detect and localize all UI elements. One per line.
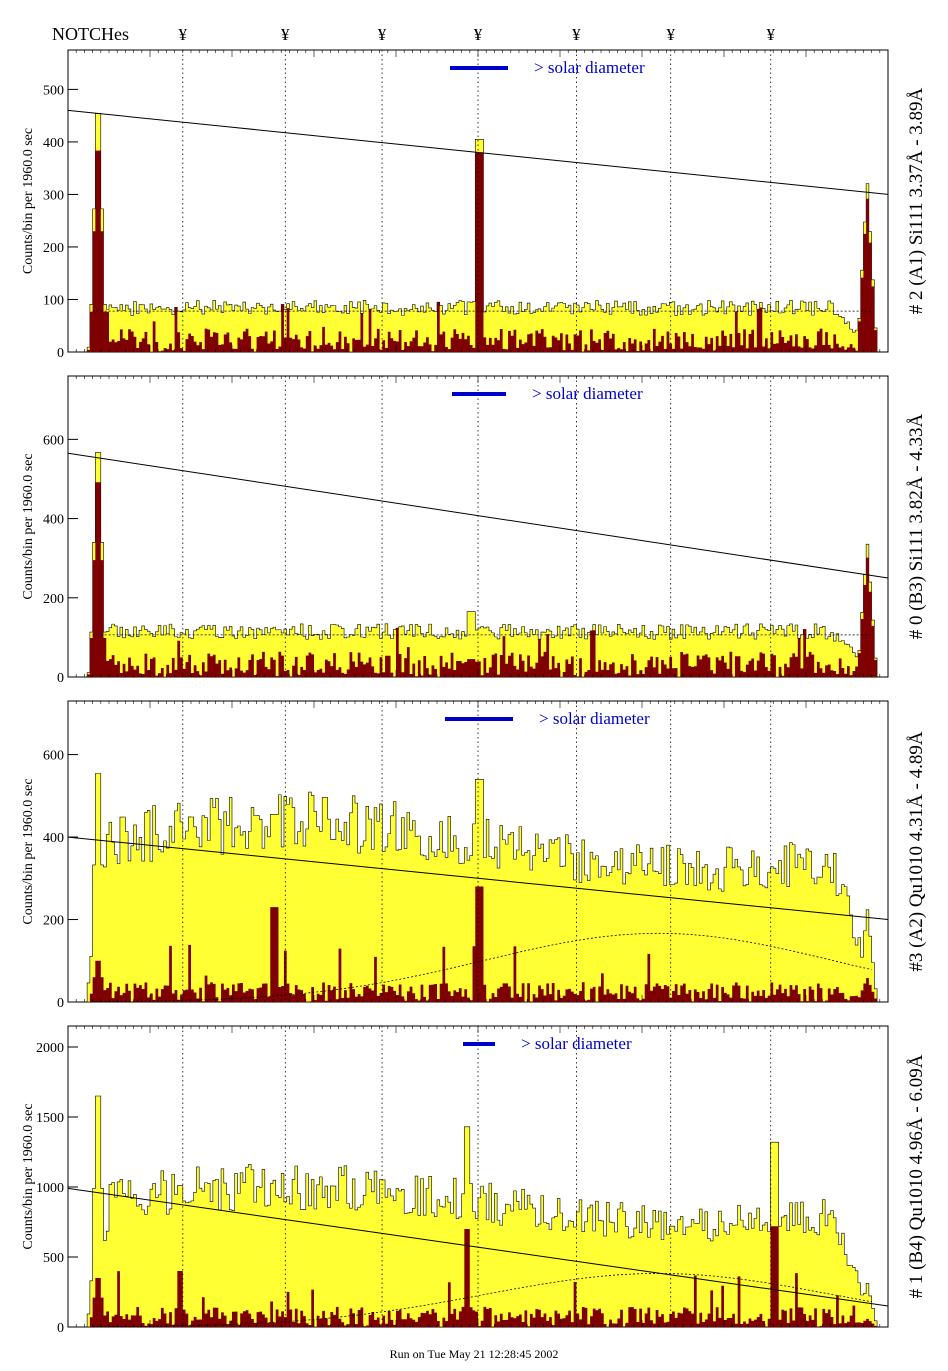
solar-diameter-label: > solar diameter	[539, 709, 650, 728]
y-tick-label: 400	[43, 136, 64, 151]
y-tick-label: 2000	[36, 1041, 64, 1056]
line-counts-histogram	[68, 482, 888, 677]
notch-marker: ¥	[572, 25, 581, 44]
notch-marks: ¥ ¥ ¥ ¥ ¥ ¥ ¥	[179, 25, 776, 44]
panel-label: #3 (A2) Qu1010 4.31Å - 4.89Å	[906, 731, 927, 971]
y-axis-label: Counts/bin per 1960.0 sec	[21, 1103, 36, 1249]
y-tick-label: 0	[57, 346, 64, 361]
y-tick-label: 400	[43, 513, 64, 528]
notches-label: NOTCHes	[52, 24, 129, 44]
y-axis-label: Counts/bin per 1960.0 sec	[21, 453, 36, 599]
solar-diameter-label: > solar diameter	[521, 1034, 632, 1053]
y-tick-label: 100	[43, 293, 64, 308]
background-curve	[92, 1273, 872, 1328]
y-tick-label: 300	[43, 188, 64, 203]
y-tick-label: 1000	[36, 1181, 64, 1196]
solar-diameter-label: > solar diameter	[534, 58, 645, 77]
y-tick-label: 0	[57, 1321, 64, 1336]
panel-label: # 0 (B3) Si111 3.82Å - 4.33Å	[906, 413, 927, 639]
panel-1: 0 200 400 600 Counts/bin per 1960.0 sec # 0 (…	[21, 375, 927, 686]
notch-marker: ¥	[179, 25, 188, 44]
y-tick-label: 400	[43, 831, 64, 846]
y-tick-label: 0	[57, 996, 64, 1011]
y-tick-label: 1500	[36, 1111, 64, 1126]
notch-marker: ¥	[378, 25, 387, 44]
notch-marker: ¥	[666, 25, 675, 44]
effective-area-line	[67, 109, 889, 195]
y-axis-label: Counts/bin per 1960.0 sec	[21, 128, 36, 274]
panel-label: # 1 (B4) Qu1010 4.96Å - 6.09Å	[906, 1054, 927, 1298]
total-counts-histogram	[68, 452, 888, 678]
panel-3: 0 500 1000 1500 2000 Counts/bin per 1960.0 se…	[21, 1025, 927, 1336]
y-axis-label: Counts/bin per 1960.0 sec	[21, 778, 36, 924]
chart-panels: 0 100 200 300 400 500 Counts/bin per 1960.0 se…	[21, 49, 927, 1336]
y-tick-label: 200	[43, 914, 64, 929]
line-counts-histogram	[68, 1226, 888, 1327]
panel-0: 0 100 200 300 400 500 Counts/bin per 1960.0 se…	[21, 49, 927, 361]
y-tick-label: 200	[43, 592, 64, 607]
y-tick-label: 500	[43, 1251, 64, 1266]
y-tick-label: 200	[43, 241, 64, 256]
panel-label: # 2 (A1) Si111 3.37Å - 3.89Å	[906, 87, 927, 314]
panel-2: 0 200 400 600 Counts/bin per 1960.0 sec #3 (A…	[21, 700, 927, 1011]
effective-area-line	[67, 1187, 889, 1307]
notch-marker: ¥	[766, 25, 775, 44]
y-tick-label: 0	[57, 671, 64, 686]
run-timestamp: Run on Tue May 21 12:28:45 2002	[389, 1347, 559, 1361]
line-counts-histogram	[68, 150, 888, 352]
effective-area-line	[67, 452, 889, 579]
background-curve	[92, 932, 872, 1003]
y-tick-label: 500	[43, 83, 64, 98]
notch-marker: ¥	[281, 25, 290, 44]
effective-area-line	[67, 836, 889, 921]
notch-marker: ¥	[474, 25, 483, 44]
y-tick-label: 600	[43, 433, 64, 448]
y-tick-label: 600	[43, 749, 64, 764]
solar-diameter-label: > solar diameter	[532, 384, 643, 403]
